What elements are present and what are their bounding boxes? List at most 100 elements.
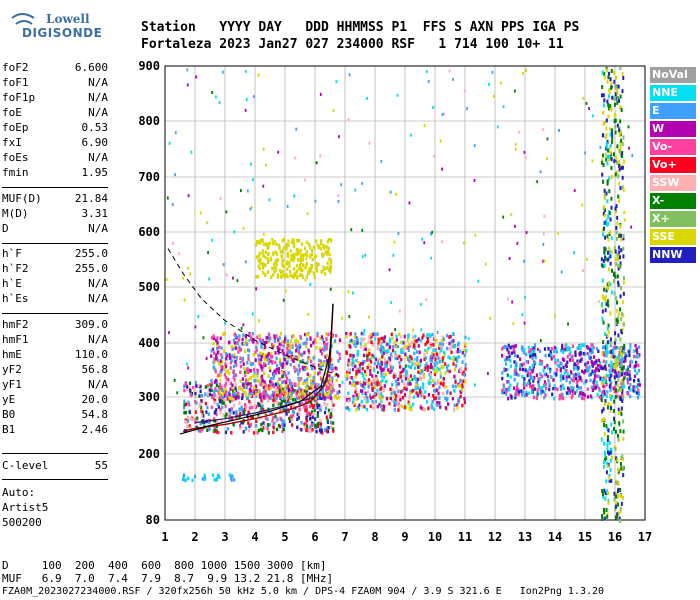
echo-point-spread-F-high [597, 374, 600, 378]
echo-point-F-trace-spread [330, 344, 333, 348]
echo-point-spread-F-mid [461, 351, 464, 355]
echo-point-spread-F-mid [413, 374, 416, 379]
echo-point-F-trace-spread [258, 362, 261, 366]
echo-point-F-trace-o [251, 405, 254, 410]
echo-point-spread-F-high [519, 364, 522, 368]
echo-point-F-trace-spread [214, 367, 217, 372]
echo-point-spread-F-mid [381, 355, 384, 359]
echo-point-spread-F-mid [414, 387, 417, 391]
echo-point-F-trace-spread [286, 339, 289, 343]
echo-point-F-trace-spread [270, 354, 274, 359]
echo-point-spread-F-mid [350, 376, 353, 380]
echo-point-second-hop [280, 253, 283, 258]
echo-point-vertical-strip [605, 144, 608, 149]
echo-point-F-trace-spread [310, 382, 313, 386]
echo-point-vertical-strip [610, 396, 613, 401]
echo-point-spread-F-mid [403, 393, 407, 397]
echo-point-spread-F-mid [380, 336, 383, 341]
echo-point-spread-F-high [529, 348, 532, 352]
echo-point-scatter [543, 259, 546, 263]
echo-point-scatter [423, 124, 426, 128]
echo-point-scatter [214, 95, 217, 99]
echo-point-vertical-strip [617, 266, 620, 271]
echo-point-vertical-strip [616, 88, 619, 93]
param-value: 3.31 [81, 207, 109, 220]
echo-point-F-trace-o [247, 410, 250, 415]
echo-point-second-hop [300, 268, 303, 273]
echo-point-spread-F-mid [381, 336, 384, 341]
echo-point-spread-F-mid [406, 364, 409, 368]
echo-point-spread-F-mid [388, 339, 391, 344]
echo-point-spread-F-high [621, 385, 624, 390]
echo-point-vertical-strip [603, 263, 606, 268]
echo-point-F-trace-spread [310, 392, 313, 397]
echo-point-F-trace-spread [226, 369, 229, 374]
echo-point-spread-F-mid [447, 402, 450, 406]
echo-point-spread-F-high [504, 358, 507, 362]
echo-point-scatter [365, 354, 368, 358]
echo-point-F-trace-o [234, 386, 237, 391]
echo-point-second-hop [299, 260, 303, 265]
echo-point-F-trace-spread [295, 355, 299, 360]
echo-point-spread-F-mid [394, 379, 397, 383]
echo-point-second-hop [312, 245, 315, 250]
echo-point-F-trace-spread [263, 357, 266, 361]
echo-point-vertical-strip [606, 286, 609, 291]
echo-point-vertical-strip [606, 446, 609, 451]
echo-point-spread-F-high [605, 373, 609, 378]
echo-point-vertical-strip [600, 263, 603, 268]
echo-point-spread-F-high [522, 390, 525, 395]
echo-point-second-hop [296, 269, 299, 273]
echo-point-vertical-strip [611, 430, 614, 435]
echo-point-second-hop [272, 266, 275, 271]
echo-point-spread-F-high [555, 368, 559, 372]
echo-point-second-hop [266, 270, 270, 274]
echo-point-vertical-strip [610, 175, 613, 180]
echo-point-spread-F-mid [433, 407, 436, 411]
echo-point-vertical-strip [622, 236, 625, 241]
echo-point-vertical-strip [600, 160, 603, 165]
echo-point-F-trace-spread [249, 337, 252, 341]
echo-point-second-hop [259, 257, 262, 262]
echo-point-scatter [585, 101, 588, 105]
echo-point-spread-F-high [621, 389, 624, 393]
echo-point-second-hop [289, 257, 293, 262]
echo-point-spread-F-high [522, 386, 526, 390]
echo-point-vertical-strip [619, 163, 622, 168]
echo-point-F-trace-spread [289, 339, 292, 343]
echo-point-F-trace-o [218, 399, 222, 404]
echo-point-spread-F-high [515, 370, 518, 374]
echo-point-spread-F-mid [402, 341, 405, 345]
echo-point-spread-F-mid [347, 343, 350, 348]
echo-point-scatter [573, 189, 576, 193]
echo-point-spread-F-mid [427, 381, 430, 386]
echo-point-vertical-strip [608, 451, 611, 456]
echo-point-F-trace-o [274, 414, 277, 419]
echo-point-F-trace-spread [273, 369, 276, 374]
echo-point-spread-F-high [509, 364, 512, 368]
echo-point-spread-F-high [575, 389, 578, 393]
echo-point-spread-F-mid [374, 385, 377, 389]
echo-point-scatter [539, 170, 542, 174]
echo-point-spread-F-mid [403, 405, 406, 410]
echo-point-F-trace-spread [241, 388, 244, 392]
echo-point-F-trace-spread [291, 345, 294, 349]
echo-point-spread-F-high [584, 352, 587, 356]
echo-point-scatter [627, 368, 630, 372]
echo-point-spread-F-high [529, 354, 532, 359]
param-value: N/A [88, 151, 108, 164]
echo-point-F-trace-o [274, 388, 277, 392]
echo-point-spread-F-high [543, 347, 547, 351]
echo-point-second-hop [297, 252, 300, 256]
echo-point-F-trace-spread [235, 334, 238, 338]
echo-point-F-trace-spread [330, 390, 334, 394]
echo-point-vertical-strip [606, 179, 609, 184]
echo-point-F-trace-spread [241, 356, 245, 361]
echo-point-scatter [281, 375, 284, 379]
echo-point-spread-F-mid [416, 393, 419, 398]
echo-point-vertical-strip [609, 337, 612, 342]
echo-point-spread-F-mid [429, 372, 432, 377]
echo-point-F-trace-o [232, 411, 235, 415]
echo-point-spread-F-high [617, 371, 621, 375]
echo-point-F-trace-o [285, 412, 288, 416]
